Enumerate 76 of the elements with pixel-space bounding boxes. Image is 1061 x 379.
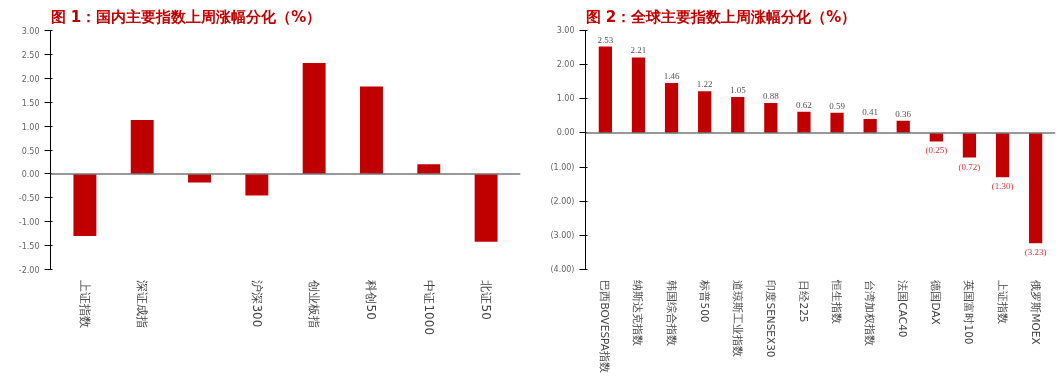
x-tick-label: 印度SENSEX30	[764, 280, 777, 358]
data-label: (3.23)	[1024, 247, 1047, 258]
data-label: 1.46	[663, 71, 680, 82]
bar	[863, 118, 877, 133]
y-tick-label: 3.00	[21, 27, 40, 36]
y-tick-label: (2.00)	[550, 196, 575, 206]
y-tick-label: 1.00	[21, 122, 40, 132]
y-tick-label: 0.50	[21, 146, 40, 156]
bar	[245, 173, 269, 196]
x-tick-label: 深证成指	[135, 280, 150, 329]
y-tick-label: 2.00	[21, 74, 40, 84]
bar	[631, 57, 646, 133]
bar	[417, 164, 441, 174]
y-tick-label: (4.00)	[550, 265, 575, 274]
x-tick-label: 巴西BOVESPA指数	[599, 280, 612, 373]
x-tick-label: 标普500	[698, 279, 711, 323]
data-label: 2.21	[630, 45, 647, 56]
y-tick-label: (1.00)	[550, 162, 575, 172]
data-label: (0.72)	[958, 161, 981, 172]
x-tick-label: 创业板指	[307, 280, 322, 329]
x-tick-label: 韩国综合指数	[665, 280, 678, 347]
bar	[130, 119, 154, 174]
y-tick-label: -2.00	[18, 266, 40, 275]
x-tick-label: 道琼斯工业指数	[731, 280, 744, 358]
x-tick-label: 纳斯达克指数	[632, 280, 645, 347]
chart-title: 图 1：国内主要指数上周涨幅分化（%）	[50, 7, 322, 26]
bar	[764, 102, 778, 133]
x-tick-label: 上证指数	[77, 280, 92, 329]
x-tick-label: 恒生指数	[831, 279, 844, 325]
bar	[731, 97, 745, 133]
x-tick-label: 沪深300	[249, 280, 264, 328]
bar	[360, 86, 383, 174]
bar	[598, 46, 612, 133]
chart-title: 图 2：全球主要指数上周涨幅分化（%）	[585, 7, 857, 26]
bar	[73, 173, 97, 237]
data-label: 1.22	[696, 79, 713, 90]
data-label: 0.59	[829, 100, 846, 111]
data-label: 0.41	[862, 106, 879, 117]
y-tick-label: -1.50	[18, 242, 40, 252]
bar	[1029, 132, 1043, 244]
x-tick-label: 俄罗斯MOEX	[1029, 280, 1042, 345]
bar	[698, 91, 712, 133]
data-label: 0.88	[762, 90, 780, 101]
y-tick-label: -1.00	[18, 218, 40, 228]
x-tick-label: 英国富时100	[963, 280, 976, 345]
data-label: 0.62	[796, 99, 812, 110]
y-tick-label: (3.00)	[550, 230, 575, 240]
x-tick-label: 日经225	[797, 280, 810, 323]
x-tick-label: 德国DAX	[930, 280, 943, 325]
data-label: (0.25)	[925, 145, 948, 156]
y-tick-label: -0.50	[18, 194, 40, 204]
bar	[664, 83, 679, 133]
y-tick-label: 1.50	[21, 98, 40, 108]
x-tick-label: 北证50	[479, 280, 494, 320]
y-tick-label: 2.50	[21, 50, 40, 60]
data-label: (1.30)	[991, 181, 1014, 192]
x-tick-label: 中证1000	[421, 280, 436, 336]
y-tick-label: 0.00	[556, 128, 575, 138]
bar	[962, 132, 977, 158]
bar	[474, 173, 498, 242]
bar	[830, 112, 844, 133]
data-label: 2.53	[597, 34, 614, 45]
y-tick-label: 0.00	[21, 170, 40, 180]
y-tick-label: 2.00	[556, 60, 575, 70]
data-label: 1.05	[729, 85, 747, 96]
x-tick-label: 上证指数	[996, 280, 1009, 325]
y-tick-label: 3.00	[556, 26, 575, 35]
bar	[797, 111, 811, 133]
x-tick-label: 台湾加权指数	[864, 280, 877, 347]
bar	[995, 132, 1010, 178]
x-tick-label: 科创50	[364, 280, 379, 320]
x-tick-label: 法国CAC40	[897, 280, 910, 338]
bar	[188, 173, 211, 183]
data-label: 0.36	[895, 108, 912, 119]
bar	[302, 63, 326, 174]
y-tick-label: 1.00	[556, 94, 575, 104]
